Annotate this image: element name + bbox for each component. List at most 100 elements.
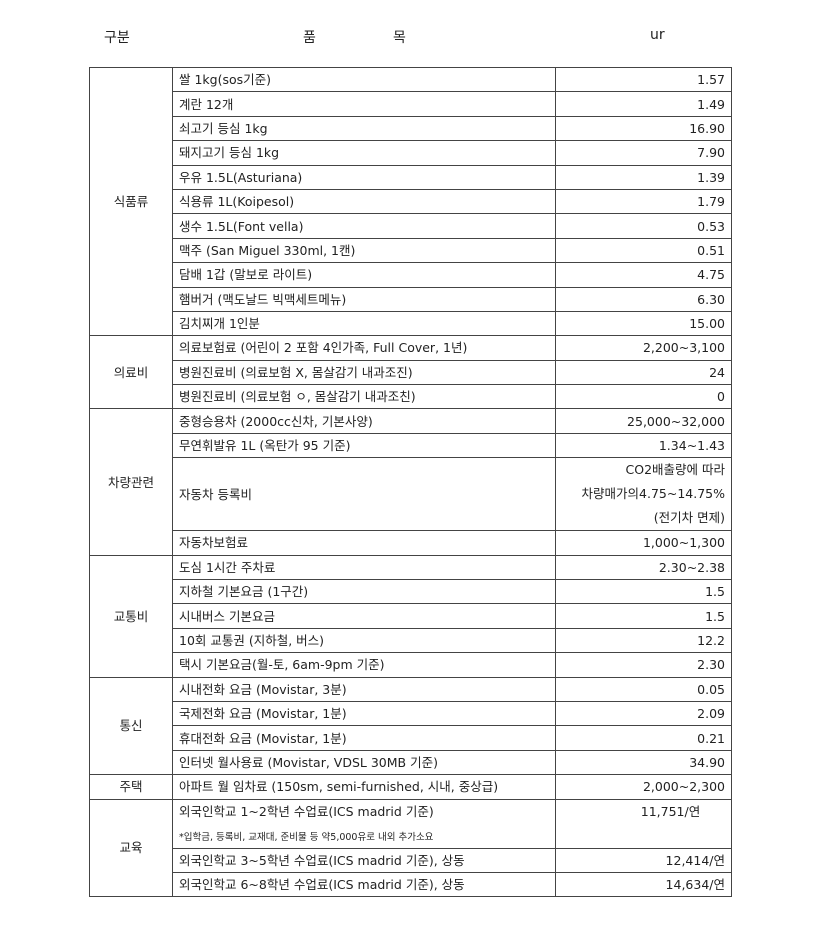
item-cell: 시내전화 요금 (Movistar, 3분) — [172, 676, 556, 702]
category-cell: 주택 — [89, 774, 173, 800]
value-cell: 2.30 — [555, 652, 732, 678]
table-row: 생수 1.5L(Font vella) 0.53 — [90, 213, 732, 239]
table-row: 무연휘발유 1L (옥탄가 95 기준) 1.34~1.43 — [90, 432, 732, 459]
table-row: 햄버거 (맥도날드 빅맥세트메뉴) 6.30 — [90, 286, 732, 312]
value-cell: 25,000~32,000 — [555, 408, 732, 434]
table-row: 국제전화 요금 (Movistar, 1분) 2.09 — [90, 700, 732, 727]
value-cell: 2.30~2.38 — [555, 554, 732, 581]
table-row: 자동차보험료 1,000~1,300 — [90, 530, 732, 556]
item-cell: 쇠고기 등심 1kg — [172, 115, 556, 142]
item-cell: 생수 1.5L(Font vella) — [172, 213, 556, 239]
value-cell: 1.57 — [555, 66, 732, 93]
table-row: 병원진료비 (의료보험 X, 몸살감기 내과조진) 24 — [90, 359, 732, 386]
item-cell: 인터넷 월사용료 (Movistar, VDSL 30MB 기준) — [172, 749, 556, 776]
table-row: 의료비 의료보험료 (어린이 2 포함 4인가족, Full Cover, 1년)… — [89, 335, 732, 410]
value-cell: 1.79 — [555, 188, 732, 215]
value-cell: 6.30 — [555, 286, 732, 312]
category-cell: 식품류 — [89, 66, 173, 337]
item-cell: 외국인학교 6~8학년 수업료(ICS madrid 기준), 상동 — [172, 871, 556, 898]
item-cell: 시내버스 기본요금 — [172, 603, 556, 629]
value-cell: 2,200~3,100 — [555, 335, 732, 361]
value-cell: 0.05 — [555, 676, 732, 702]
table-row: 우유 1.5L(Asturiana) 1.39 — [90, 164, 732, 190]
value-cell: 1.39 — [555, 164, 732, 190]
item-cell: 김치찌개 1인분 — [172, 310, 556, 337]
header-unit: ur — [650, 27, 665, 43]
value-cell: 4.75 — [555, 262, 732, 288]
value-cell: 7.90 — [555, 140, 732, 166]
value-cell: 11,751/연 — [555, 798, 732, 849]
item-cell: 자동차 등록비 — [172, 457, 556, 532]
table-row: 외국인학교 6~8학년 수업료(ICS madrid 기준), 상동 14,634… — [90, 871, 732, 898]
value-cell: 0.53 — [555, 213, 732, 239]
item-cell: 돼지고기 등심 1kg — [172, 140, 556, 166]
item-cell: 외국인학교 3~5학년 수업료(ICS madrid 기준), 상동 — [172, 847, 556, 873]
table-row: 계란 12개 1.49 — [90, 91, 732, 117]
item-cell: 식용류 1L(Koipesol) — [172, 188, 556, 215]
value-cell: 24 — [555, 359, 732, 386]
table-row: 외국인학교 3~5학년 수업료(ICS madrid 기준), 상동 12,414… — [90, 847, 732, 873]
item-cell: 중형승용차 (2000cc신차, 기본사양) — [172, 408, 556, 434]
value-cell: 14,634/연 — [555, 871, 732, 898]
item-cell: 자동차보험료 — [172, 530, 556, 556]
value-cell: 0.51 — [555, 237, 732, 264]
value-cell: 0 — [555, 384, 732, 410]
table-row: 교통비 도심 1시간 주차료 2.30~2.38 — [89, 554, 732, 678]
value-cell: 1.5 — [555, 603, 732, 629]
table-row: 담배 1갑 (말보로 라이트) 4.75 — [90, 262, 732, 288]
table-row: 김치찌개 1인분 15.00 — [90, 310, 732, 337]
table-row: 돼지고기 등심 1kg 7.90 — [90, 140, 732, 166]
category-cell: 차량관련 — [89, 408, 173, 556]
value-cell: 2,000~2,300 — [555, 774, 732, 800]
item-cell: 햄버거 (맥도날드 빅맥세트메뉴) — [172, 286, 556, 312]
value-cell: 34.90 — [555, 749, 732, 776]
category-cell: 교통비 — [89, 554, 173, 678]
item-cell: 외국인학교 1~2학년 수업료(ICS madrid 기준) *입학금, 등록비,… — [172, 798, 556, 849]
header-category: 구분 — [104, 30, 130, 46]
value-cell: 12.2 — [555, 627, 732, 654]
item-cell: 휴대전화 요금 (Movistar, 1분) — [172, 725, 556, 751]
item-cell: 담배 1갑 (말보로 라이트) — [172, 262, 556, 288]
item-cell: 지하철 기본요금 (1구간) — [172, 579, 556, 605]
item-cell: 도심 1시간 주차료 — [172, 554, 556, 581]
table-row: 지하철 기본요금 (1구간) 1.5 — [90, 579, 732, 605]
table-row: 맥주 (San Miguel 330ml, 1캔) 0.51 — [90, 237, 732, 264]
table-row: 식용류 1L(Koipesol) 1.79 — [90, 188, 732, 215]
table-row: 차량관련 중형승용차 (2000cc신차, 기본사양) 25,000~32,000 — [89, 408, 732, 556]
table-row: 휴대전화 요금 (Movistar, 1분) 0.21 — [90, 725, 732, 751]
item-cell: 택시 기본요금(월-토, 6am-9pm 기준) — [172, 652, 556, 678]
table-row: 식품류 쌀 1kg(sos기준) 1.57 — [89, 66, 732, 337]
item-cell: 국제전화 요금 (Movistar, 1분) — [172, 700, 556, 727]
item-cell: 무연휘발유 1L (옥탄가 95 기준) — [172, 432, 556, 459]
table-row: 교육 외국인학교 1~2학년 수업료(ICS madrid 기준) *입학금, 등록… — [89, 798, 732, 898]
item-note: *입학금, 등록비, 교재대, 준비물 등 약5,000유로 내외 추가소요 — [179, 831, 434, 843]
table-row: 시내버스 기본요금 1.5 — [90, 603, 732, 629]
value-line: (전기차 면제) — [653, 510, 725, 526]
table-row: 쇠고기 등심 1kg 16.90 — [90, 115, 732, 142]
value-cell: 12,414/연 — [555, 847, 732, 873]
item-cell: 병원진료비 (의료보험 X, 몸살감기 내과조진) — [172, 359, 556, 386]
item-cell: 쌀 1kg(sos기준) — [172, 66, 556, 93]
value-line: 차량매가의4.75~14.75% — [581, 486, 725, 502]
value-cell: 2.09 — [555, 700, 732, 727]
item-label: 외국인학교 1~2학년 수업료(ICS madrid 기준) — [179, 803, 434, 819]
category-cell: 의료비 — [89, 335, 173, 410]
item-cell: 병원진료비 (의료보험 ㅇ, 몸살감기 내과조친) — [172, 384, 556, 410]
header-item-1: 품 — [303, 30, 316, 46]
header-item-2: 목 — [393, 30, 406, 46]
item-cell: 아파트 월 임차료 (150sm, semi-furnished, 시내, 중상… — [172, 774, 556, 800]
value-cell: 1.34~1.43 — [555, 432, 732, 459]
value-cell: 16.90 — [555, 115, 732, 142]
value-cell: 1,000~1,300 — [555, 530, 732, 556]
category-cell: 교육 — [89, 798, 173, 898]
table-row: 주택 아파트 월 임차료 (150sm, semi-furnished, 시내, … — [89, 774, 732, 800]
value-cell: 1.5 — [555, 579, 732, 605]
table-row: 병원진료비 (의료보험 ㅇ, 몸살감기 내과조친) 0 — [90, 384, 732, 410]
value-line: CO2배출량에 따라 — [625, 462, 726, 478]
item-cell: 우유 1.5L(Asturiana) — [172, 164, 556, 190]
item-cell: 계란 12개 — [172, 91, 556, 117]
value-cell: 0.21 — [555, 725, 732, 751]
item-cell: 맥주 (San Miguel 330ml, 1캔) — [172, 237, 556, 264]
